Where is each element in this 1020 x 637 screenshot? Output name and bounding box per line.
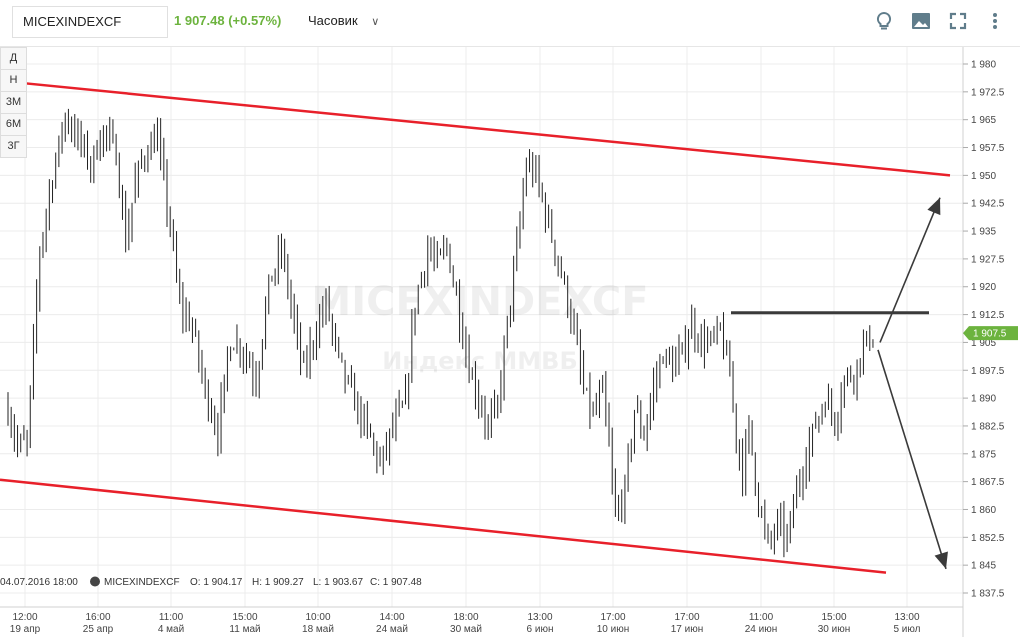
ohlc-legend: 04.07.2016 18:00 MICEXINDEXCF O: 1 904.17 H… [0,576,422,588]
x-tick-date: 6 июн [527,624,554,635]
x-tick-time: 11:00 [159,612,184,623]
image-icon[interactable] [910,10,932,32]
watermark-title: MICEXINDEXCF [311,279,648,325]
channel-lower-line [0,478,887,574]
y-tick-label: 1 852.5 [971,533,1005,544]
watermark-subtitle: Индекс ММВБ [382,347,578,375]
y-tick-label: 1 957.5 [971,143,1005,154]
candles [7,108,874,558]
x-tick-time: 12:00 [12,612,37,623]
x-tick-time: 16:00 [85,612,110,623]
x-tick-time: 11:00 [749,612,774,623]
legend-name: MICEXINDEXCF [104,577,180,588]
x-tick-date: 4 май [158,624,184,635]
y-tick-label: 1 972.5 [971,87,1005,98]
symbol-input[interactable]: MICEXINDEXCF [12,6,168,38]
y-tick-label: 1 882.5 [971,421,1005,432]
x-tick-date: 24 июн [745,624,778,635]
more-vert-icon[interactable] [984,10,1006,32]
legend-close: C: 1 907.48 [370,577,422,588]
grid [0,47,963,607]
arrow-up [879,197,941,343]
fullscreen-icon[interactable] [947,10,969,32]
x-tick-date: 17 июн [671,624,704,635]
legend-low: L: 1 903.67 [313,577,363,588]
period-selector: Д Н 3М 6М 3Г [0,47,27,158]
lightbulb-icon[interactable] [873,10,895,32]
y-tick-label: 1 837.5 [971,589,1005,600]
period-button[interactable]: 6М [0,114,27,136]
series-dot-icon [90,576,100,587]
x-tick-date: 25 апр [83,624,114,635]
x-tick-date: 19 апр [10,624,41,635]
x-tick-date: 5 июл [893,624,920,635]
x-tick-date: 11 май [229,624,260,635]
price-chart[interactable]: 1 980 1 972.5 1 965 1 957.5 1 950 1 942.5 1 93… [0,47,1020,637]
y-tick-label: 1 867.5 [971,477,1005,488]
chevron-down-icon: ∨ [371,16,380,28]
y-tick-label: 1 912.5 [971,310,1005,321]
legend-datetime: 04.07.2016 18:00 [0,577,78,588]
y-tick-label: 1 897.5 [971,366,1005,377]
x-tick-date: 10 июн [597,624,630,635]
arrow-down [877,349,948,570]
x-tick-time: 17:00 [600,612,625,623]
y-tick-label: 1 980 [971,60,996,71]
x-tick-date: 24 май [376,624,408,635]
period-button[interactable]: Д [0,47,27,70]
interval-label: Часовик [308,13,358,28]
y-tick-label: 1 942.5 [971,199,1005,210]
x-tick-time: 13:00 [527,612,552,623]
x-tick-time: 10:00 [305,612,330,623]
x-tick-date: 30 май [450,624,482,635]
period-button[interactable]: 3Г [0,136,27,158]
quote-change: 1 907.48 (+0.57%) [174,13,282,28]
y-tick-label: 1 905 [971,338,996,349]
x-tick-time: 15:00 [232,612,257,623]
period-button[interactable]: 3М [0,92,27,114]
y-tick-label: 1 950 [971,171,996,182]
last-price-label: 1 907.5 [973,329,1007,340]
y-tick-label: 1 935 [971,227,996,238]
y-tick-label: 1 890 [971,394,996,405]
x-tick-time: 13:00 [894,612,919,623]
interval-dropdown[interactable]: Часовик ∨ [308,13,379,28]
period-button[interactable]: Н [0,70,27,92]
y-tick-label: 1 860 [971,505,996,516]
last-price-tag: 1 907.5 [963,326,1018,341]
channel-upper-line [17,81,951,177]
legend-high: H: 1 909.27 [252,577,304,588]
legend-open: O: 1 904.17 [190,577,243,588]
y-tick-label: 1 965 [971,115,996,126]
x-tick-time: 17:00 [674,612,699,623]
y-tick-label: 1 920 [971,282,996,293]
x-tick-time: 14:00 [379,612,404,623]
y-tick-label: 1 845 [971,561,996,572]
y-tick-label: 1 875 [971,449,996,460]
x-tick-date: 30 июн [818,624,851,635]
x-tick-date: 18 май [302,624,334,635]
y-tick-label: 1 927.5 [971,254,1005,265]
toolbar: MICEXINDEXCF 1 907.48 (+0.57%) Часовик ∨ [0,0,1020,47]
x-tick-time: 18:00 [453,612,478,623]
x-tick-time: 15:00 [821,612,846,623]
